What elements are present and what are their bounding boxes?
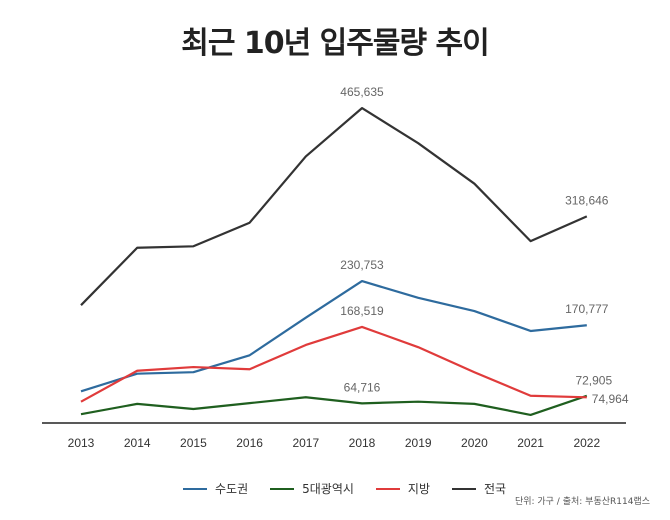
source-note: 단위: 가구 / 출처: 부동산R114랩스 [514,497,650,507]
series-line-metro [80,394,588,417]
legend-item-national: 전국 [452,480,506,497]
x-tick-label: 2013 [68,436,95,450]
x-tick-label: 2015 [180,436,207,450]
x-tick-label: 2022 [573,436,600,450]
legend: 수도권 5대광역시 지방 전국 [183,480,506,497]
legend-label: 수도권 [215,482,249,496]
legend-swatch [270,487,295,490]
legend-label: 전국 [484,482,507,496]
legend-swatch [183,487,207,490]
data-label: 168,519 [340,304,384,318]
series-line-national [80,107,588,306]
x-tick-label: 2018 [349,436,376,450]
data-label: 230,753 [340,258,384,272]
data-label: 465,635 [340,85,384,99]
legend-item-capital: 수도권 [183,480,248,497]
data-label: 64,716 [344,380,381,394]
x-tick-label: 2021 [517,436,544,450]
chart-title: 최근 10년 입주물량 추이 [181,26,489,61]
data-label: 170,777 [565,302,609,316]
legend-swatch [452,487,477,490]
x-tick-label: 2016 [236,436,263,450]
data-label: 74,964 [592,392,629,406]
x-tick-label: 2019 [405,436,432,450]
legend-item-regional: 지방 [375,480,431,497]
x-tick-label: 2020 [461,436,488,450]
legend-swatch [375,487,400,490]
data-label: 72,905 [575,373,612,387]
x-tick-label: 2014 [124,436,151,450]
series-line-regional [80,325,587,403]
series-line-capital [80,279,587,393]
legend-item-metro: 5대광역시 [270,480,354,497]
x-tick-label: 2017 [292,436,319,450]
data-label: 318,646 [565,193,609,207]
legend-label: 지방 [407,482,431,496]
legend-label: 5대광역시 [302,482,354,496]
